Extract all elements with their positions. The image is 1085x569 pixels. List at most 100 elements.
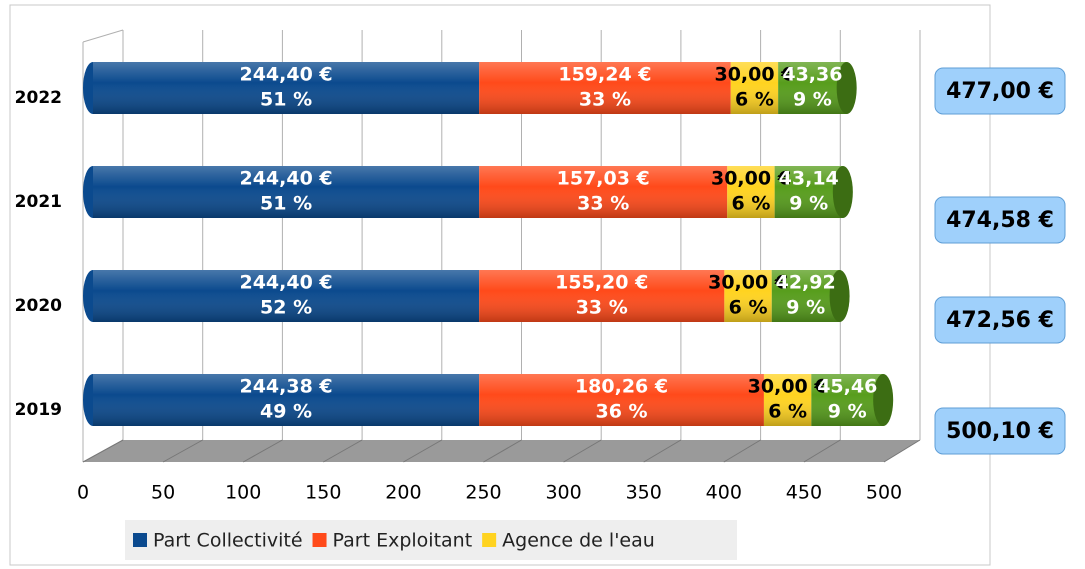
bar-shade — [778, 62, 847, 114]
bar-shade — [93, 62, 480, 114]
floor-grid-line — [483, 439, 522, 463]
bar-cap-shade — [836, 62, 857, 114]
floor-grid-line — [403, 439, 443, 463]
value-label: 180,26 € — [575, 376, 668, 398]
x-tick-label: 200 — [385, 482, 421, 504]
bar-cap-shade — [832, 166, 853, 218]
percent-label: 52 % — [260, 297, 312, 319]
total-label: 477,00 € — [946, 79, 1054, 104]
bar-shade — [479, 166, 728, 218]
total-label: 472,56 € — [946, 308, 1054, 333]
percent-label: 9 % — [793, 89, 832, 111]
x-tick-label: 500 — [866, 482, 902, 504]
value-label: 155,20 € — [555, 272, 648, 294]
value-label: 30,00 € — [708, 272, 788, 294]
x-tick-label: 150 — [305, 482, 341, 504]
bar-shade — [93, 374, 480, 426]
bar-shade — [730, 62, 779, 114]
bar-shade — [724, 270, 772, 322]
percent-label: 9 % — [786, 297, 825, 319]
x-tick-label: 250 — [465, 482, 501, 504]
y-tick-label: 2020 — [15, 296, 62, 316]
x-tick-label: 350 — [626, 482, 662, 504]
value-label: 45,46 — [817, 376, 877, 398]
y-tick-label: 2022 — [15, 88, 62, 108]
bar-shade — [727, 166, 775, 218]
value-label: 30,00 € — [714, 64, 794, 86]
chart-frame — [9, 4, 991, 566]
floor-grid-line — [242, 439, 283, 463]
y-tick-label: 2021 — [15, 192, 62, 212]
percent-label: 33 % — [576, 297, 628, 319]
percent-label: 9 % — [789, 193, 828, 215]
x-tick-label: 0 — [77, 482, 89, 504]
value-label: 244,38 € — [239, 376, 332, 398]
legend-label: Agence de l'eau — [502, 530, 655, 552]
bar-shade — [774, 166, 843, 218]
percent-label: 6 % — [735, 89, 774, 111]
floor-grid-line — [82, 439, 124, 463]
value-label: 157,03 € — [557, 168, 650, 190]
bar-shade — [771, 270, 840, 322]
legend-swatch — [133, 533, 147, 547]
value-label: 244,40 € — [239, 168, 332, 190]
legend-swatch — [482, 533, 497, 547]
value-label: 43,14 — [779, 168, 839, 190]
value-label: 244,40 € — [239, 64, 332, 86]
legend-box — [125, 520, 737, 560]
percent-label: 33 % — [577, 193, 629, 215]
x-tick-label: 300 — [545, 482, 581, 504]
percent-label: 49 % — [260, 401, 312, 423]
bar-cap — [836, 62, 857, 114]
x-tick-label: 450 — [786, 482, 822, 504]
legend-label: Part Collectivité — [153, 530, 303, 552]
floor-grid-line — [162, 439, 203, 463]
bar-shade — [811, 374, 884, 426]
bar-cap-shade — [873, 374, 894, 426]
percent-label: 51 % — [260, 89, 312, 111]
x-tick-label: 400 — [706, 482, 742, 504]
bar-cap-shade — [829, 270, 850, 322]
side-wall-edge — [82, 29, 124, 43]
value-label: 42,92 — [776, 272, 836, 294]
legend-swatch — [312, 533, 327, 547]
bar-shade — [93, 270, 480, 322]
total-label: 500,10 € — [946, 419, 1054, 444]
bar-cap — [832, 166, 853, 218]
percent-label: 6 % — [768, 401, 807, 423]
percent-label: 36 % — [595, 401, 647, 423]
value-label: 30,00 € — [748, 376, 828, 398]
bar-shade — [479, 62, 731, 114]
value-label: 30,00 € — [711, 168, 791, 190]
floor-grid-line — [723, 439, 761, 463]
total-box — [934, 407, 1066, 455]
bar-shade — [763, 374, 812, 426]
floor-grid-line — [323, 439, 363, 463]
total-box — [934, 196, 1066, 244]
floor — [83, 440, 920, 462]
percent-label: 33 % — [579, 89, 631, 111]
legend-label: Part Exploitant — [333, 530, 473, 552]
total-label: 474,58 € — [946, 208, 1054, 233]
value-label: 43,36 — [782, 64, 842, 86]
value-label: 159,24 € — [558, 64, 651, 86]
x-tick-label: 50 — [151, 482, 175, 504]
bar-shade — [93, 166, 480, 218]
percent-label: 6 % — [729, 297, 768, 319]
floor-grid-line — [883, 439, 921, 463]
bar-shade — [479, 374, 764, 426]
value-label: 244,40 € — [239, 272, 332, 294]
floor-grid-line — [803, 439, 841, 463]
x-tick-label: 100 — [225, 482, 261, 504]
floor-grid-line — [563, 439, 602, 463]
y-tick-label: 2019 — [15, 400, 62, 420]
bar-shade — [479, 270, 725, 322]
total-box — [934, 67, 1066, 115]
percent-label: 9 % — [828, 401, 867, 423]
bar-cap — [873, 374, 894, 426]
floor-grid-line — [643, 439, 682, 463]
percent-label: 6 % — [732, 193, 771, 215]
bar-cap — [829, 270, 850, 322]
